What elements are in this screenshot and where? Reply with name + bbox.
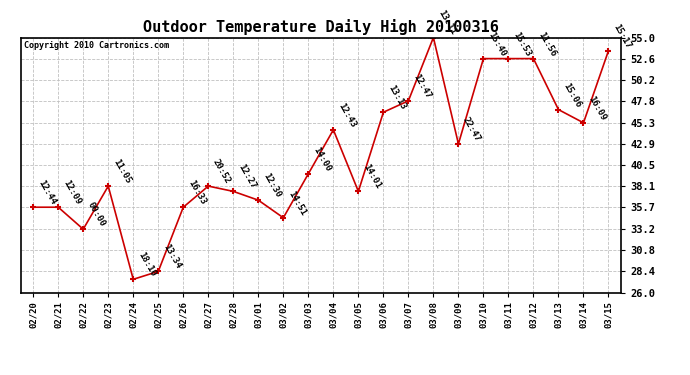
Text: 12:43: 12:43 bbox=[336, 101, 357, 129]
Text: 11:56: 11:56 bbox=[536, 30, 558, 58]
Title: Outdoor Temperature Daily High 20100316: Outdoor Temperature Daily High 20100316 bbox=[143, 19, 499, 35]
Text: 15:53: 15:53 bbox=[511, 30, 533, 58]
Text: 14:01: 14:01 bbox=[361, 163, 382, 190]
Text: 16:33: 16:33 bbox=[186, 178, 207, 206]
Text: 22:47: 22:47 bbox=[461, 116, 482, 143]
Text: 13:13: 13:13 bbox=[386, 84, 407, 111]
Text: 15:40: 15:40 bbox=[486, 30, 507, 58]
Text: 00:00: 00:00 bbox=[86, 201, 107, 228]
Text: 18:10: 18:10 bbox=[136, 251, 157, 279]
Text: 13:34: 13:34 bbox=[161, 243, 182, 271]
Text: 16:09: 16:09 bbox=[586, 94, 607, 122]
Text: 13:11: 13:11 bbox=[436, 9, 457, 37]
Text: 12:09: 12:09 bbox=[61, 178, 82, 206]
Text: 12:30: 12:30 bbox=[261, 172, 282, 200]
Text: 20:52: 20:52 bbox=[211, 158, 233, 185]
Text: 12:27: 12:27 bbox=[236, 163, 257, 190]
Text: 14:00: 14:00 bbox=[311, 145, 333, 173]
Text: 15:06: 15:06 bbox=[561, 81, 582, 109]
Text: 14:51: 14:51 bbox=[286, 189, 307, 217]
Text: 15:17: 15:17 bbox=[611, 22, 633, 50]
Text: 12:44: 12:44 bbox=[36, 178, 57, 206]
Text: 11:05: 11:05 bbox=[111, 158, 132, 185]
Text: 12:47: 12:47 bbox=[411, 72, 433, 100]
Text: Copyright 2010 Cartronics.com: Copyright 2010 Cartronics.com bbox=[23, 41, 168, 50]
